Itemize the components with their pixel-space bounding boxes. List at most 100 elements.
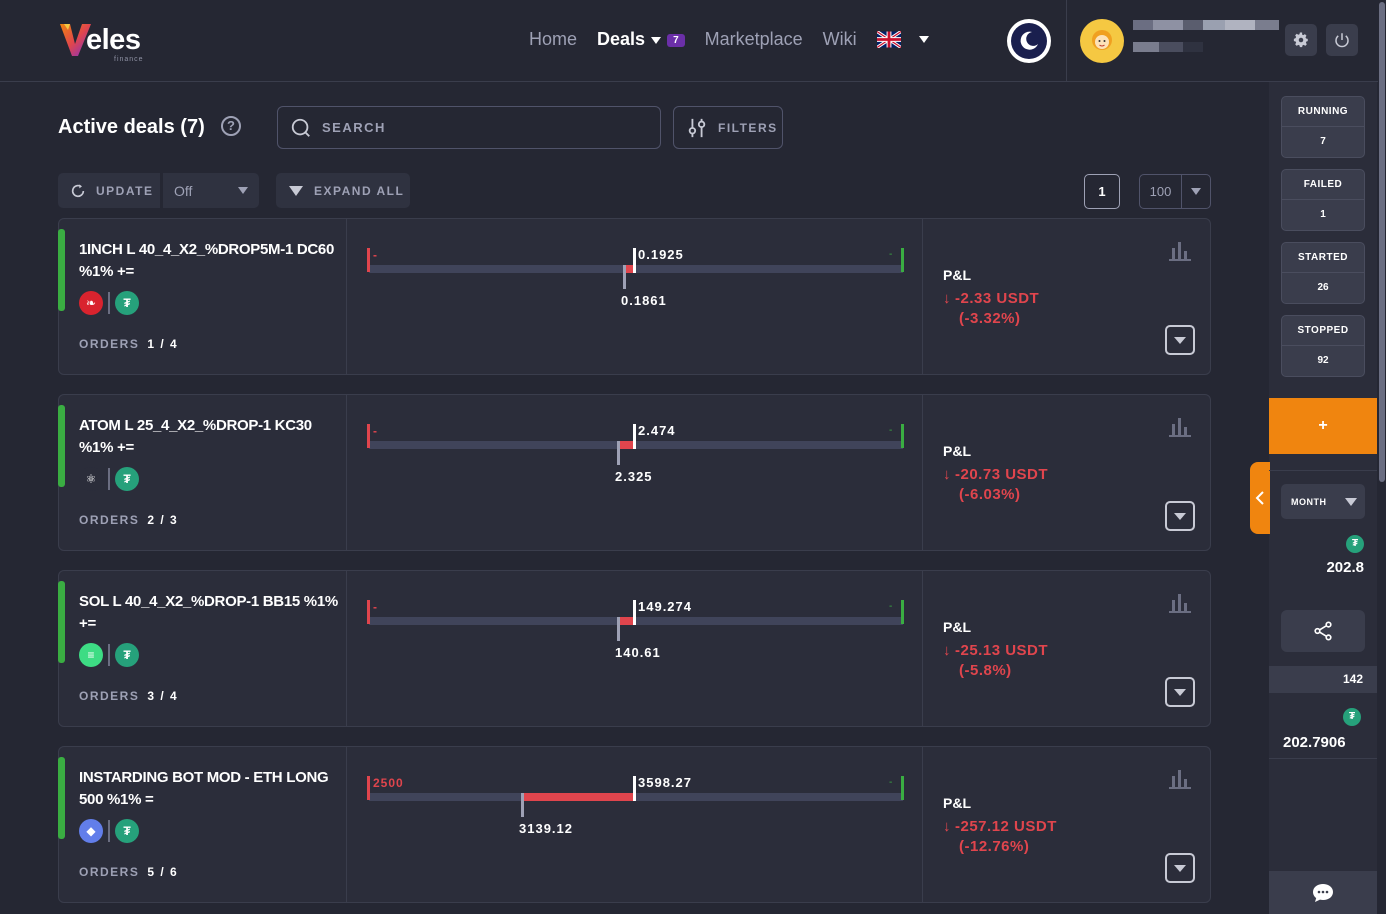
orders-label: ORDERS bbox=[79, 513, 140, 527]
deal-name[interactable]: INSTARDING BOT MOD - ETH LONG 500 %1% = bbox=[79, 769, 329, 808]
auto-update-select[interactable]: Off bbox=[163, 173, 259, 208]
search-field[interactable] bbox=[277, 106, 661, 149]
current-price: 0.1925 bbox=[638, 247, 684, 262]
price-track bbox=[369, 265, 903, 273]
expand-deal-button[interactable] bbox=[1165, 677, 1195, 707]
chevron-down-icon bbox=[1174, 512, 1186, 520]
nav-deals[interactable]: Deals 7 bbox=[597, 29, 685, 50]
expand-deal-button[interactable] bbox=[1165, 325, 1195, 355]
bar-chart-icon[interactable] bbox=[1169, 769, 1191, 789]
loss-range-fill bbox=[523, 793, 633, 801]
expand-deal-button[interactable] bbox=[1165, 501, 1195, 531]
take-profit-label: - bbox=[889, 425, 893, 436]
current-page-button[interactable]: 1 bbox=[1084, 174, 1120, 209]
deal-name[interactable]: SOL L 40_4_X2_%DROP-1 BB15 %1% += bbox=[79, 593, 338, 632]
settings-gear-button[interactable] bbox=[1285, 24, 1317, 56]
deal-card[interactable]: SOL L 40_4_X2_%DROP-1 BB15 %1% += ≡ ₮ OR… bbox=[58, 570, 1211, 727]
expand-all-button[interactable]: EXPAND ALL bbox=[276, 173, 410, 208]
chat-support-button[interactable] bbox=[1269, 871, 1377, 914]
page-size-select[interactable]: 100 bbox=[1139, 174, 1211, 209]
take-profit-marker bbox=[901, 248, 904, 272]
pnl-title: P&L bbox=[943, 795, 971, 811]
deal-name[interactable]: ATOM L 25_4_X2_%DROP-1 KC30 %1% += bbox=[79, 417, 312, 456]
nav-marketplace[interactable]: Marketplace bbox=[704, 29, 803, 49]
stat-failed[interactable]: FAILED 1 bbox=[1281, 169, 1365, 231]
pnl-amount: -25.13 USDT bbox=[955, 642, 1049, 659]
price-track bbox=[369, 793, 903, 801]
pnl-percent: (-5.8%) bbox=[959, 662, 1012, 679]
pnl-title: P&L bbox=[943, 619, 971, 635]
search-icon bbox=[291, 118, 310, 137]
stat-value: 1 bbox=[1320, 209, 1326, 220]
take-profit-label: - bbox=[889, 249, 893, 260]
chevron-left-icon bbox=[1255, 491, 1264, 505]
stat-stopped[interactable]: STOPPED 92 bbox=[1281, 315, 1365, 377]
orders-label: ORDERS bbox=[79, 865, 140, 879]
chevron-down-icon bbox=[238, 187, 248, 194]
page-title: Active deals (7) bbox=[58, 116, 205, 138]
chevron-down-icon bbox=[1174, 864, 1186, 872]
deal-name[interactable]: 1INCH L 40_4_X2_%DROP5M-1 DC60 %1% += bbox=[79, 241, 335, 280]
bar-chart-icon[interactable] bbox=[1169, 417, 1191, 437]
deal-price-range: - - 0.1925 0.1861 bbox=[347, 219, 923, 374]
bar-chart-icon[interactable] bbox=[1169, 241, 1191, 261]
current-price: 3598.27 bbox=[638, 775, 692, 790]
orders-label: ORDERS bbox=[79, 337, 140, 351]
deal-card[interactable]: ATOM L 25_4_X2_%DROP-1 KC30 %1% += ⚛ ₮ O… bbox=[58, 394, 1211, 551]
collapse-sidebar-tab[interactable] bbox=[1250, 462, 1270, 534]
nav-deals-label: Deals bbox=[597, 29, 646, 49]
pnl-percent: (-3.32%) bbox=[959, 310, 1021, 327]
share-button[interactable] bbox=[1281, 610, 1365, 652]
chevron-down-icon bbox=[1174, 336, 1186, 344]
help-icon[interactable]: ? bbox=[221, 116, 241, 136]
coin-separator bbox=[108, 468, 110, 490]
deal-pnl: P&L ↓ -257.12 USDT (-12.76%) bbox=[923, 747, 1210, 902]
price-track bbox=[369, 617, 903, 625]
nav-home[interactable]: Home bbox=[529, 29, 578, 49]
arrow-down-icon: ↓ bbox=[943, 290, 951, 307]
nav-wiki[interactable]: Wiki bbox=[822, 29, 857, 49]
deal-card[interactable]: 1INCH L 40_4_X2_%DROP5M-1 DC60 %1% += ❧ … bbox=[58, 218, 1211, 375]
pnl-title: P&L bbox=[943, 267, 971, 283]
entry-price: 0.1861 bbox=[621, 293, 667, 308]
language-selector[interactable] bbox=[875, 30, 929, 49]
user-avatar[interactable] bbox=[1080, 19, 1124, 63]
chevron-down-icon bbox=[651, 36, 662, 44]
gear-icon bbox=[1293, 32, 1308, 48]
add-bot-button[interactable]: + bbox=[1269, 398, 1377, 454]
stop-loss-label: - bbox=[373, 248, 378, 262]
coin-separator bbox=[108, 644, 110, 666]
pnl-percent: (-12.76%) bbox=[959, 838, 1030, 855]
deal-orders: ORDERS 5 / 6 bbox=[79, 865, 178, 879]
entry-price: 140.61 bbox=[615, 645, 661, 660]
stat-started[interactable]: STARTED 26 bbox=[1281, 242, 1365, 304]
expand-deal-button[interactable] bbox=[1165, 853, 1195, 883]
total-profit: 202.7906 bbox=[1283, 734, 1346, 751]
veles-logo[interactable]: eles finance bbox=[58, 20, 143, 63]
period-value: MONTH bbox=[1291, 496, 1327, 507]
pnl-value: ↓ -20.73 USDT bbox=[943, 464, 1048, 486]
pnl-value: ↓ -2.33 USDT bbox=[943, 288, 1039, 310]
period-select[interactable]: MONTH bbox=[1281, 484, 1365, 519]
filters-button[interactable]: FILTERS bbox=[673, 106, 783, 149]
search-input[interactable] bbox=[322, 120, 642, 135]
entry-price-marker bbox=[623, 265, 626, 289]
page-scrollbar-thumb[interactable] bbox=[1379, 2, 1385, 482]
theme-toggle-moon-icon[interactable] bbox=[1007, 19, 1051, 63]
update-button[interactable]: UPDATE bbox=[58, 173, 160, 208]
stop-loss-marker bbox=[367, 424, 370, 448]
stat-running[interactable]: RUNNING 7 bbox=[1281, 96, 1365, 158]
deal-card[interactable]: INSTARDING BOT MOD - ETH LONG 500 %1% = … bbox=[58, 746, 1211, 903]
pnl-title: P&L bbox=[943, 443, 971, 459]
logout-power-button[interactable] bbox=[1326, 24, 1358, 56]
deal-orders: ORDERS 1 / 4 bbox=[79, 337, 178, 351]
deals-count-badge: 7 bbox=[667, 34, 685, 47]
page-size-value: 100 bbox=[1140, 175, 1182, 208]
deal-info: ATOM L 25_4_X2_%DROP-1 KC30 %1% += ⚛ ₮ O… bbox=[59, 395, 347, 550]
bar-chart-icon[interactable] bbox=[1169, 593, 1191, 613]
stat-label: STOPPED bbox=[1282, 316, 1364, 346]
main-nav: Home Deals 7 Marketplace Wiki bbox=[529, 29, 929, 50]
entry-price-marker bbox=[617, 617, 620, 641]
deal-status-indicator bbox=[58, 405, 65, 487]
share-icon bbox=[1314, 621, 1332, 641]
